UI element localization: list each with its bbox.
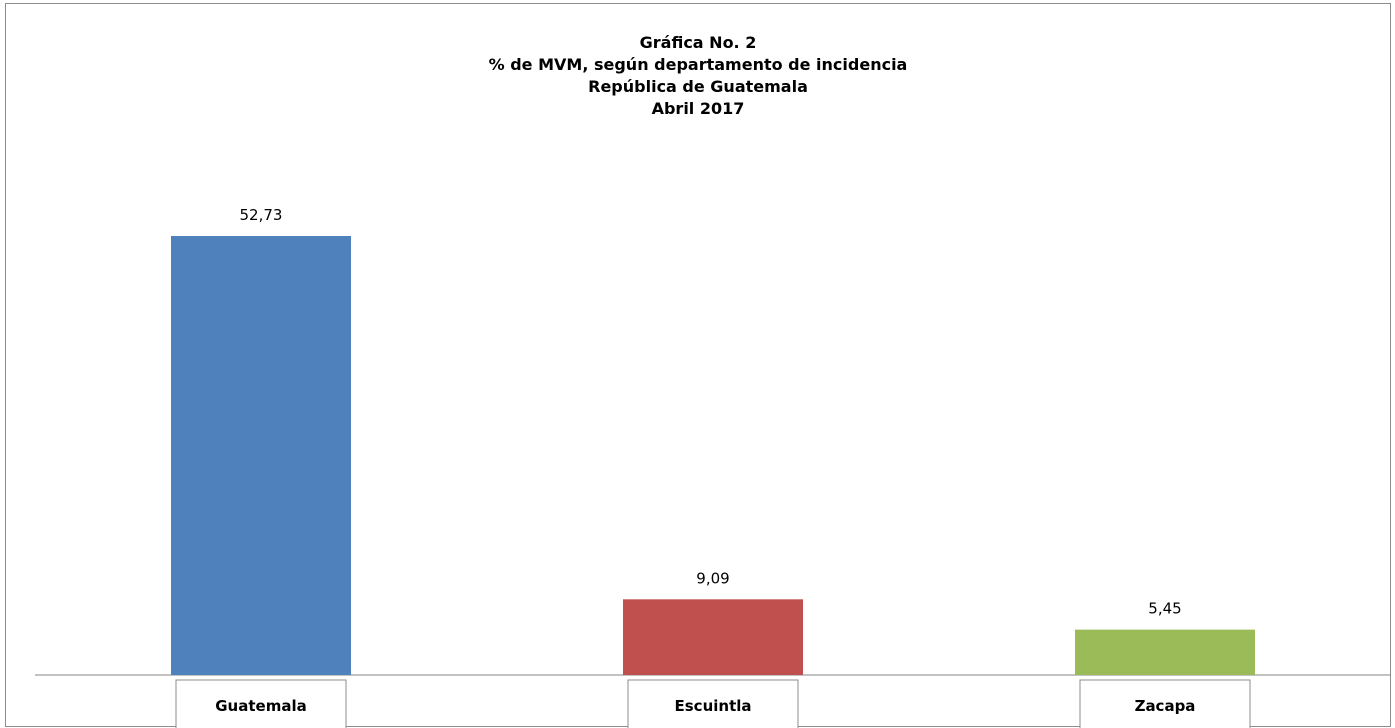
chart-title-line-3: República de Guatemala <box>588 77 808 96</box>
bar-guatemala <box>171 236 351 675</box>
chart-title-line-1: Gráfica No. 2 <box>639 33 757 52</box>
category-label-guatemala: Guatemala <box>215 697 306 715</box>
chart-title-line-4: Abril 2017 <box>651 99 745 118</box>
category-label-zacapa: Zacapa <box>1135 697 1196 715</box>
chart-title-line-2: % de MVM, según departamento de incidenc… <box>488 55 908 74</box>
bar-escuintla <box>623 599 803 675</box>
data-label-guatemala: 52,73 <box>240 206 283 224</box>
chart-title: Gráfica No. 2 % de MVM, según departamen… <box>6 32 1390 120</box>
category-label-escuintla: Escuintla <box>675 697 752 715</box>
category-box-guatemala <box>175 679 347 728</box>
bar-zacapa <box>1075 629 1255 675</box>
category-box-escuintla <box>627 679 799 728</box>
data-label-escuintla: 9,09 <box>696 569 729 587</box>
data-label-zacapa: 5,45 <box>1148 600 1181 618</box>
category-box-zacapa <box>1079 679 1251 728</box>
